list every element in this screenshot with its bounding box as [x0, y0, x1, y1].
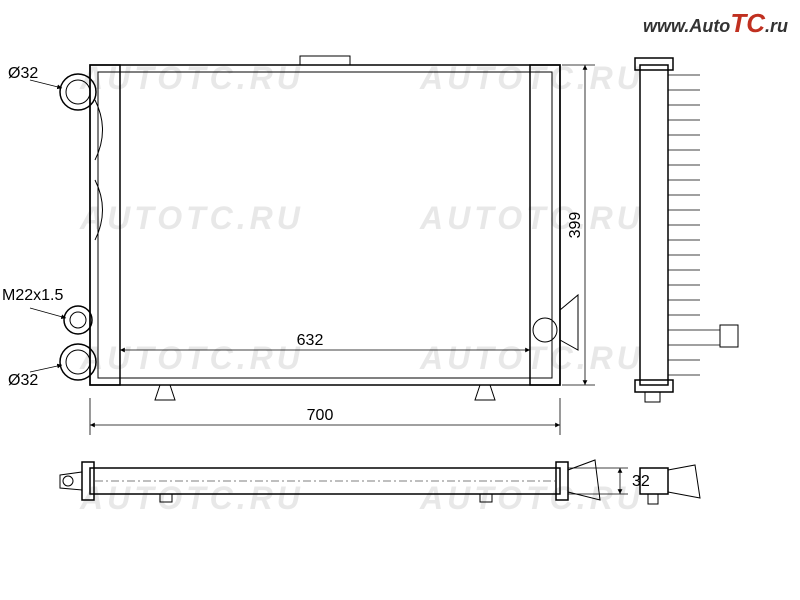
- dim-core-width: 632: [120, 332, 530, 360]
- site-logo: www.AutoTC.ru: [643, 8, 788, 39]
- dim-total-width: 700: [90, 398, 560, 435]
- svg-text:399: 399: [567, 212, 584, 239]
- svg-text:M22x1.5: M22x1.5: [2, 287, 63, 304]
- dim-thread: M22x1.5: [2, 287, 66, 318]
- svg-text:32: 32: [632, 473, 650, 490]
- dim-diameter-bottom: Ø32: [8, 365, 62, 389]
- svg-text:Ø32: Ø32: [8, 65, 38, 82]
- dim-diameter-top: Ø32: [8, 65, 62, 88]
- svg-text:Ø32: Ø32: [8, 372, 38, 389]
- dim-depth: 32: [568, 468, 650, 494]
- svg-text:632: 632: [297, 332, 324, 349]
- side-view: [635, 58, 738, 402]
- svg-text:700: 700: [307, 407, 334, 424]
- technical-drawing: Ø32 M22x1.5 Ø32 632 700 399: [0, 0, 800, 600]
- bottom-view: [60, 460, 600, 502]
